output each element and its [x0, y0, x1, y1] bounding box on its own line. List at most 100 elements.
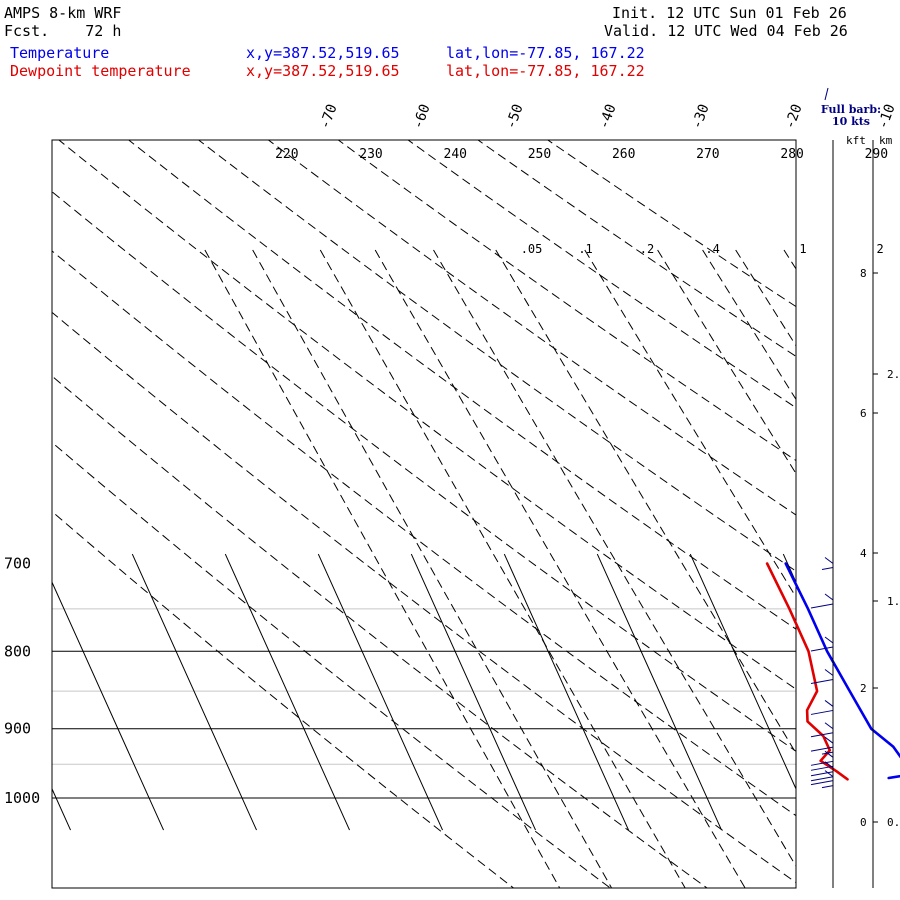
mixing-ratio-label: .2: [640, 242, 654, 256]
dry-adiabat: [52, 441, 612, 888]
wind-barb-shaft: [824, 557, 834, 564]
mixing-ratio-line: [374, 249, 746, 888]
wind-barb-shaft: [824, 761, 834, 769]
mixing-ratio-line: [319, 249, 686, 888]
mixing-ratio-label: .05: [521, 242, 543, 256]
wind-barb: [810, 761, 834, 782]
theta-label: 220: [275, 147, 298, 162]
mixing-ratio-label: .4: [705, 242, 719, 256]
pressure-tick-label: 700: [4, 554, 31, 572]
wind-barb-shaft: [824, 669, 834, 676]
wind-barb-full: [810, 776, 834, 782]
barb-legend-line2: 10 kts: [831, 115, 871, 128]
isotherm-label: -30: [689, 102, 713, 131]
isotherm-line: [410, 553, 536, 831]
isotherm-line: [52, 581, 164, 831]
km-tick-label: 2.: [887, 368, 900, 381]
dry-adiabat: [477, 140, 796, 357]
wind-barb-shaft: [824, 700, 834, 707]
wind-barb-shaft: [824, 722, 834, 730]
pressure-tick-label: 1000: [4, 789, 40, 807]
wind-barb-shaft: [824, 636, 834, 644]
kft-tick-label: 4: [860, 547, 867, 560]
theta-label: 260: [612, 147, 635, 162]
pressure-tick-label: 800: [4, 642, 31, 660]
valid-time: Valid. 12 UTC Wed 04 Feb 26: [604, 22, 848, 40]
kft-tick-label: 8: [860, 267, 867, 280]
wind-barb: [810, 700, 834, 715]
dry-adiabat: [127, 140, 796, 630]
mixing-ratio-label: .1: [578, 242, 592, 256]
km-tick-label: 1.: [887, 595, 900, 608]
mixing-ratio-label: 1: [799, 242, 806, 256]
isotherm-line: [689, 553, 796, 791]
isotherm-line: [596, 553, 722, 831]
wind-barb-full: [810, 771, 834, 777]
kft-tick-label: 2: [860, 682, 867, 695]
isotherm-line: [503, 553, 629, 831]
wind-barb-half: [821, 785, 834, 789]
wind-barb: [810, 593, 834, 609]
plot-frame: [51, 139, 797, 889]
temperature-legend: Temperature: [10, 44, 110, 62]
isotherm-line: [131, 553, 257, 831]
dry-adiabat: [58, 140, 796, 690]
mixing-ratio-line: [204, 249, 561, 888]
wind-barb: [810, 636, 834, 652]
wind-barb: [821, 557, 834, 570]
barb-legend: Full barb: 10 kts: [812, 104, 890, 128]
wind-barb-full: [810, 646, 834, 652]
wind-barb-full: [810, 765, 834, 771]
isotherm-label: -20: [782, 102, 806, 131]
temperature-latlon: lat,lon=-77.85, 167.22: [446, 44, 645, 62]
dry-adiabat: [52, 191, 796, 752]
wind-barb-shaft: [824, 750, 834, 758]
wind-barb: [810, 770, 834, 789]
kft-tick-label: 6: [860, 407, 867, 420]
dewpoint-profile-line: [765, 562, 849, 781]
isotherm-line: [317, 553, 443, 831]
mixing-ratio-line: [783, 249, 796, 270]
dry-adiabat: [52, 311, 796, 884]
wind-barb-full: [810, 603, 834, 609]
wind-barb: [810, 669, 834, 684]
dry-adiabat: [52, 375, 708, 888]
forecast-hour: Fcst. 72 h: [4, 22, 122, 40]
kft-tick-label: 0: [860, 816, 867, 829]
mixing-ratio-line: [252, 249, 613, 888]
wind-barb-full: [810, 709, 834, 715]
isotherm-label: -70: [317, 102, 341, 131]
mixing-ratio-line: [735, 249, 796, 347]
temperature-profile-line: [784, 562, 900, 780]
wind-barb-full: [810, 760, 834, 766]
dry-adiabat: [52, 250, 796, 817]
dry-adiabat: [197, 140, 796, 572]
barb-legend-line1: Full barb:: [820, 103, 882, 116]
wind-barb-full: [810, 780, 834, 786]
isotherm-label: -60: [410, 102, 434, 131]
wind-barb-half: [821, 566, 834, 570]
wind-barb-shaft: [824, 593, 834, 601]
theta-label: 280: [780, 147, 803, 162]
wind-barb-full: [810, 746, 834, 752]
km-tick-label: 0.: [887, 816, 900, 829]
isotherm-line: [224, 553, 350, 831]
isotherm-label: -50: [503, 102, 527, 131]
theta-label: 250: [528, 147, 551, 162]
mixing-ratio-line: [702, 249, 796, 401]
init-time: Init. 12 UTC Sun 01 Feb 26: [612, 4, 847, 22]
mixing-ratio-line: [495, 249, 796, 755]
mixing-ratio-label: 2: [876, 242, 883, 256]
isotherm-label: -10: [875, 102, 899, 131]
theta-label: 240: [444, 147, 467, 162]
km-label: km: [879, 134, 893, 147]
wind-barb: [810, 722, 834, 738]
wind-barb-full: [810, 678, 834, 684]
theta-label: 270: [696, 147, 719, 162]
pressure-tick-label: 900: [4, 720, 31, 738]
mixing-ratio-line: [433, 249, 796, 868]
model-title: AMPS 8-km WRF: [4, 4, 122, 22]
dewpoint-legend: Dewpoint temperature: [10, 62, 191, 80]
